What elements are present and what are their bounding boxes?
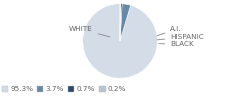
Text: HISPANIC: HISPANIC — [157, 34, 204, 40]
Text: A.I.: A.I. — [157, 26, 182, 36]
Wedge shape — [120, 4, 131, 41]
Text: BLACK: BLACK — [159, 41, 194, 47]
Text: WHITE: WHITE — [69, 26, 110, 37]
Wedge shape — [120, 4, 122, 41]
Wedge shape — [83, 4, 157, 78]
Legend: 95.3%, 3.7%, 0.7%, 0.2%: 95.3%, 3.7%, 0.7%, 0.2% — [0, 83, 129, 95]
